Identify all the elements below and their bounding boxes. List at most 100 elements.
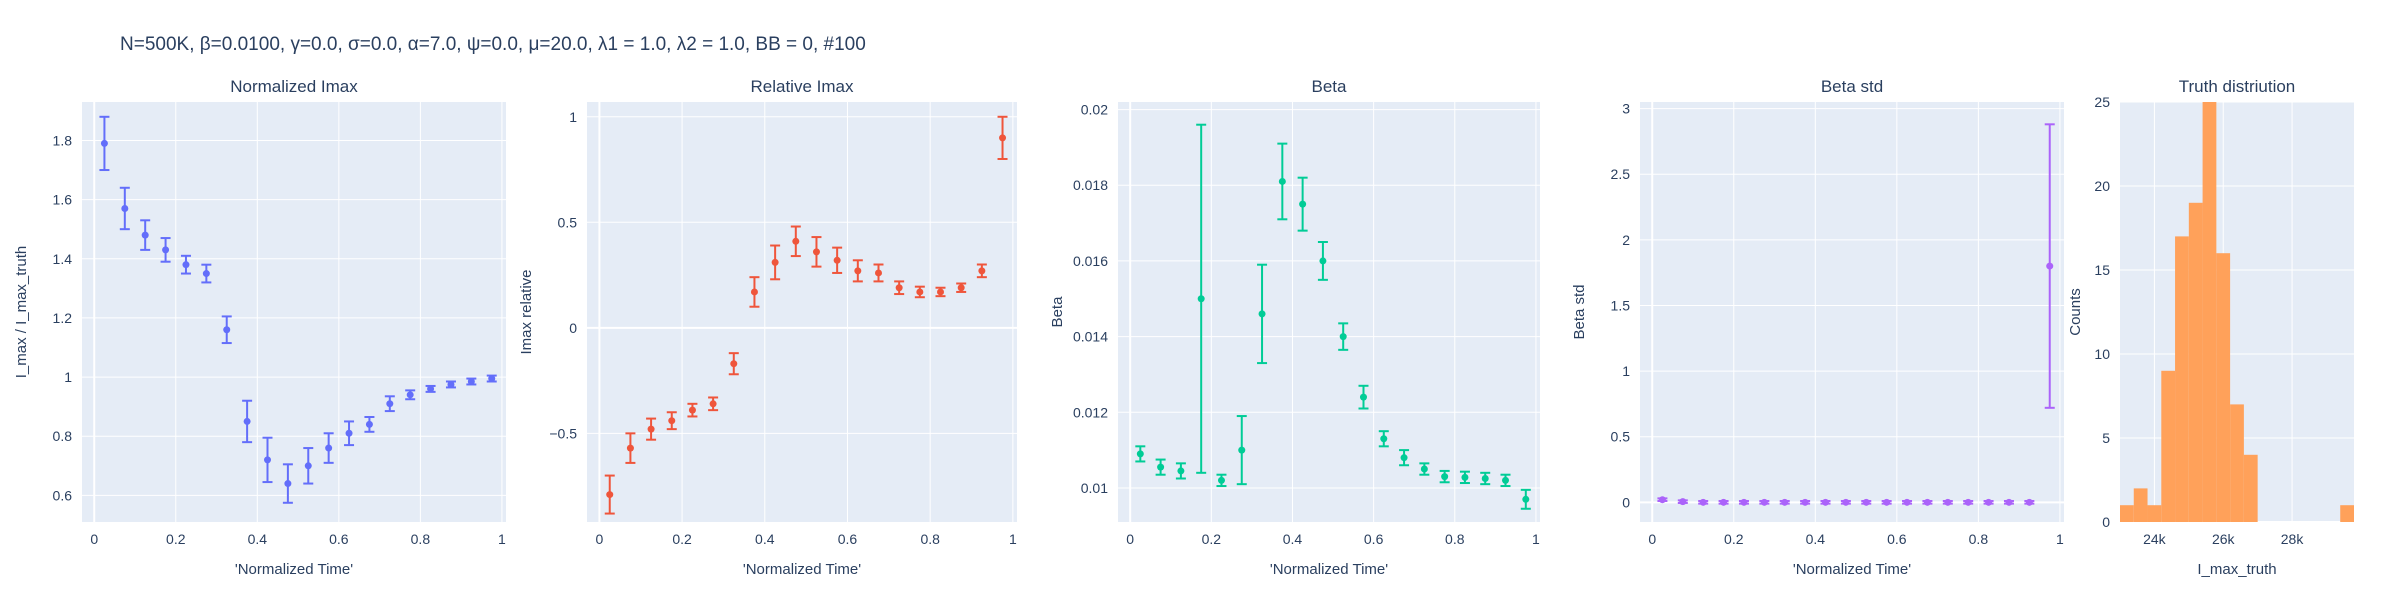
panel4-x-tick-label: 1 — [2056, 531, 2064, 547]
panel1-data-point — [447, 380, 455, 388]
panel1-x-tick-label: 0.8 — [411, 531, 431, 547]
panel2-data-point — [874, 269, 882, 277]
panel1-x-tick-label: 0.4 — [248, 531, 268, 547]
panel5-histogram-bar — [2175, 236, 2189, 522]
panel4-data-point — [1964, 498, 1972, 506]
panel1-plot-area — [82, 102, 506, 522]
panel3-x-tick-label: 1 — [1532, 531, 1540, 547]
panel4-data-point — [1699, 498, 1707, 506]
panel3-x-tick-label: 0 — [1126, 531, 1134, 547]
panel4-data-point — [2046, 262, 2054, 270]
panel2-data-point — [647, 425, 655, 433]
panel1-data-point — [325, 444, 333, 452]
panel3-data-point — [1441, 473, 1449, 481]
panel3-data-point — [1522, 495, 1530, 503]
panel1-data-point — [162, 246, 170, 254]
panel5-histogram-bar — [2216, 253, 2231, 522]
panel1-data-point — [141, 231, 149, 239]
panel4-data-point — [1903, 498, 1911, 506]
panel1-y-tick-label: 1 — [64, 369, 72, 385]
panel4-y-tick-label: 1.5 — [1611, 297, 1631, 313]
panel5-y-axis-label: Counts — [2067, 288, 2084, 336]
panel3-data-point — [1278, 177, 1286, 185]
panel5-histogram-bar — [2147, 505, 2162, 522]
panel5-histogram-bar — [2133, 488, 2148, 522]
panel3-x-tick-label: 0.8 — [1445, 531, 1465, 547]
panel1-x-tick-label: 1 — [498, 531, 506, 547]
panel2-data-point — [771, 258, 779, 266]
panel1-data-point — [467, 378, 475, 386]
panel2-data-point — [730, 360, 738, 368]
panel3-data-point — [1461, 473, 1469, 481]
panel2-y-tick-label: 0.5 — [558, 214, 578, 230]
panel4-title: Beta std — [1821, 77, 1883, 96]
panel5-histogram-bar — [2230, 404, 2244, 522]
panel5-histogram-bar — [2340, 505, 2354, 522]
panel4-data-point — [1985, 498, 1993, 506]
panel5-y-tick-label: 10 — [2094, 346, 2110, 362]
panel2-data-point — [854, 267, 862, 275]
panel4-data-point — [1842, 498, 1850, 506]
panel5-histogram-bar — [2120, 505, 2134, 522]
panel3-data-point — [1299, 200, 1307, 208]
panel4-y-tick-label: 0 — [1622, 494, 1630, 510]
panel3-y-tick-label: 0.012 — [1073, 404, 1108, 420]
panel4-y-tick-label: 2.5 — [1611, 166, 1631, 182]
panel3-data-point — [1217, 476, 1225, 484]
panel3-data-point — [1197, 295, 1205, 303]
panel1-y-tick-label: 1.8 — [53, 132, 73, 148]
panel1-data-point — [223, 326, 231, 334]
panel4-y-tick-label: 1 — [1622, 363, 1630, 379]
panel2-data-point — [978, 267, 986, 275]
panel2-x-tick-label: 0.6 — [838, 531, 858, 547]
panel2-x-tick-label: 0.4 — [755, 531, 775, 547]
panel4-x-tick-label: 0 — [1648, 531, 1656, 547]
panel2-data-point — [916, 288, 924, 296]
panel4-x-axis-label: 'Normalized Time' — [1793, 561, 1911, 578]
panel4-data-point — [1944, 498, 1952, 506]
panel5-y-tick-label: 20 — [2094, 178, 2110, 194]
panel3-x-tick-label: 0.2 — [1202, 531, 1222, 547]
panel5-x-tick-label: 28k — [2281, 531, 2305, 547]
panel3-y-tick-label: 0.016 — [1073, 253, 1108, 269]
panel3-data-point — [1319, 257, 1327, 265]
panel4-y-tick-label: 3 — [1622, 101, 1630, 117]
panel3-title: Beta — [1312, 77, 1348, 96]
panel2-x-tick-label: 1 — [1009, 531, 1017, 547]
panel5-title: Truth distriution — [2179, 77, 2296, 96]
panel1-data-point — [365, 420, 373, 428]
panel3-data-point — [1258, 310, 1266, 318]
panel2-x-tick-label: 0.8 — [920, 531, 940, 547]
panel5-histogram-bar — [2243, 454, 2258, 522]
figure-title: N=500K, β=0.0100, γ=0.0, σ=0.0, α=7.0, ψ… — [120, 34, 866, 55]
panel2-data-point — [957, 284, 965, 292]
panel3-x-axis-label: 'Normalized Time' — [1270, 561, 1388, 578]
panel2-y-tick-label: 1 — [569, 109, 577, 125]
panel1-data-point — [427, 385, 435, 393]
panel3-data-point — [1177, 467, 1185, 475]
panel2-title: Relative Imax — [751, 77, 854, 96]
panel5-histogram-bar — [2161, 370, 2176, 522]
panel5-histogram-bar — [2202, 102, 2217, 522]
panel4-x-tick-label: 0.8 — [1969, 531, 1989, 547]
panel2-y-axis-label: Imax relative — [518, 269, 535, 354]
panel2-plot-area — [587, 102, 1017, 522]
panel3-x-tick-label: 0.6 — [1364, 531, 1384, 547]
panel4-data-point — [1658, 496, 1666, 504]
panel1-data-point — [406, 391, 414, 399]
panel5-x-tick-label: 24k — [2143, 531, 2167, 547]
panel4-y-tick-label: 2 — [1622, 232, 1630, 248]
panel2-x-tick-label: 0.2 — [672, 531, 692, 547]
panel2-data-point — [833, 256, 841, 264]
panel2-data-point — [895, 284, 903, 292]
panel1-x-tick-label: 0 — [90, 531, 98, 547]
panel4-data-point — [2005, 498, 2013, 506]
panel3-y-tick-label: 0.014 — [1073, 329, 1108, 345]
panel3-data-point — [1420, 465, 1428, 473]
panel1-data-point — [243, 417, 251, 425]
panel4-data-point — [1801, 498, 1809, 506]
panel4-data-point — [1720, 498, 1728, 506]
panel2-data-point — [688, 406, 696, 414]
panel3-data-point — [1136, 450, 1144, 458]
panel5-y-tick-label: 15 — [2094, 262, 2110, 278]
